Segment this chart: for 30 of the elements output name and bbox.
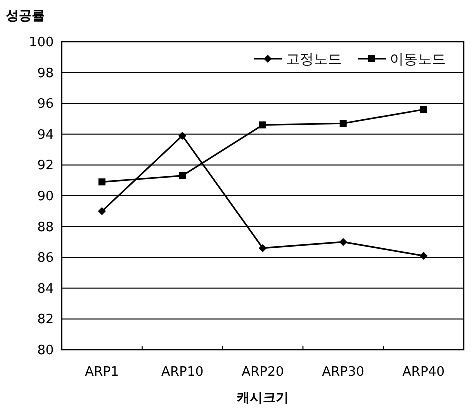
x-tick-label: ARP1 bbox=[85, 365, 120, 380]
x-tick-label: ARP30 bbox=[322, 365, 365, 380]
y-tick-label: 98 bbox=[37, 66, 54, 82]
x-tick-label: ARP10 bbox=[161, 365, 204, 380]
point bbox=[260, 122, 266, 129]
y-tick-label: 100 bbox=[29, 36, 54, 50]
y-tick-label: 86 bbox=[37, 251, 54, 266]
legend-label: 이동노드 bbox=[390, 52, 446, 68]
point bbox=[420, 252, 428, 260]
x-tick-label: ARP20 bbox=[242, 365, 284, 380]
y-tick-label: 82 bbox=[37, 312, 54, 328]
y-axis-title: 성공률 bbox=[6, 9, 45, 24]
point bbox=[339, 238, 348, 246]
y-tick-label: 84 bbox=[37, 282, 54, 297]
point bbox=[179, 172, 186, 180]
point bbox=[340, 120, 347, 128]
y-tick-label: 90 bbox=[37, 190, 54, 204]
point bbox=[259, 244, 267, 252]
point bbox=[178, 132, 187, 140]
y-tick-label: 96 bbox=[37, 97, 54, 112]
y-tick-label: 80 bbox=[37, 344, 54, 358]
x-axis-title: 캐시크기 bbox=[237, 391, 289, 406]
point bbox=[98, 178, 106, 186]
y-tick-label: 92 bbox=[37, 158, 54, 174]
y-tick-label: 88 bbox=[37, 220, 54, 236]
point bbox=[420, 106, 428, 114]
x-tick-label: ARP40 bbox=[402, 365, 445, 380]
point bbox=[98, 207, 106, 216]
y-tick-label: 94 bbox=[37, 128, 54, 143]
legend-label: 고정노드 bbox=[286, 52, 342, 68]
